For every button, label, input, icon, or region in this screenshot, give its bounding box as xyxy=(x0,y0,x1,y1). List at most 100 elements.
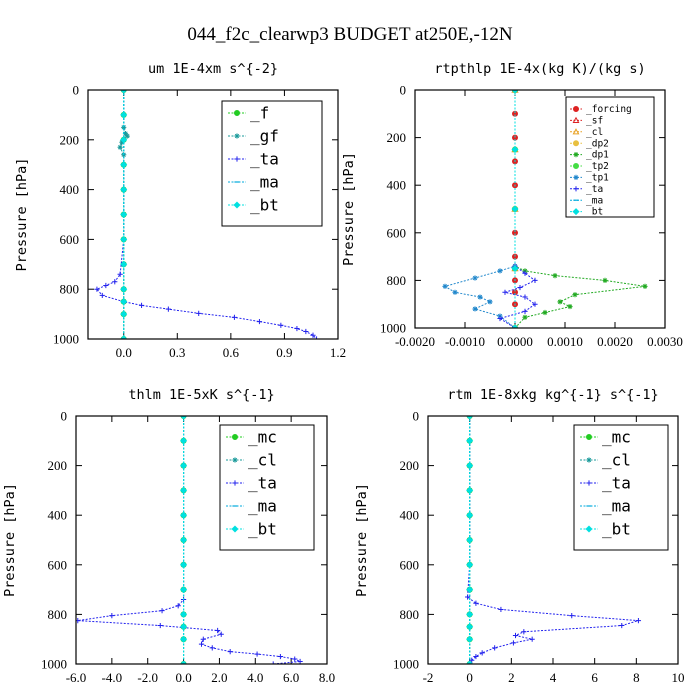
y-tick-label: 800 xyxy=(48,607,68,622)
legend-marker xyxy=(586,433,593,440)
legend-label: _f xyxy=(250,103,269,122)
y-tick-label: 400 xyxy=(400,508,420,523)
panel-title: rtpthlp 1E-4x(kg K)/(kg s) xyxy=(434,61,645,77)
series-ta-point xyxy=(297,658,303,664)
series-ta-point xyxy=(227,649,233,655)
series-group xyxy=(464,416,642,664)
series-group xyxy=(442,90,648,328)
series-ta-point xyxy=(231,314,238,320)
legend-label: _ta xyxy=(586,184,603,195)
legend-marker xyxy=(234,133,240,139)
x-tick-label: 2.0 xyxy=(211,670,227,685)
legend-label: _bt xyxy=(586,207,603,218)
series-ta-point xyxy=(99,292,105,299)
legend-label: _ma xyxy=(602,496,631,515)
series-dp1-point xyxy=(557,299,563,305)
y-tick-label: 0 xyxy=(61,409,68,424)
x-tick-label: 4.0 xyxy=(247,670,263,685)
series-bt-point xyxy=(180,416,188,420)
y-tick-label: 400 xyxy=(60,182,80,197)
legend: _mc _cl _ta _ma _bt xyxy=(219,424,315,551)
series-ta-point xyxy=(256,318,263,325)
series-bt-point xyxy=(120,260,128,268)
series-ta-point xyxy=(521,629,527,635)
legend-marker xyxy=(585,525,593,533)
chart-panel-2: rtpthlp 1E-4x(kg K)/(kg s) Pressure [hPa]… xyxy=(341,61,683,349)
plot-frame xyxy=(75,415,328,665)
legend-label: _bt xyxy=(602,519,631,538)
series-gf-point xyxy=(124,133,130,139)
series-bt-point xyxy=(466,635,474,643)
series-bt-point xyxy=(120,298,128,306)
x-tick-label: -0.0020 xyxy=(395,334,435,349)
series-bt-point xyxy=(511,90,519,94)
series-dp1-point xyxy=(572,292,578,298)
series-dp1-point xyxy=(552,273,558,279)
series-bt-point xyxy=(120,111,128,119)
series-gf-point xyxy=(117,144,123,150)
legend-label: _bt xyxy=(250,195,279,214)
legend-marker xyxy=(234,156,240,162)
legend-label: _mc xyxy=(248,427,277,446)
y-tick-label: 800 xyxy=(400,607,420,622)
series-ta-point xyxy=(498,606,504,613)
x-tick-label: 4 xyxy=(550,670,557,685)
chart-panel-3: thlm 1E-5xK s^{-1} Pressure [hPa] -6.0 -4.0… xyxy=(2,387,335,685)
x-tick-label: 0.0020 xyxy=(597,334,633,349)
x-tick-label: 0 xyxy=(466,670,473,685)
y-tick-label: 200 xyxy=(400,458,420,473)
series-ta-point xyxy=(292,656,298,662)
series-ta-point xyxy=(159,608,165,614)
panel-title: rtm 1E-8xkg kg^{-1} s^{-1} xyxy=(447,387,658,403)
legend-marker xyxy=(586,480,592,486)
panel-title: um 1E-4xm s^{-2} xyxy=(148,61,278,77)
series-tp1-point xyxy=(472,275,478,281)
y-tick-label: 0 xyxy=(73,83,80,98)
series-bt-point xyxy=(180,437,188,445)
x-tick-label: 6.0 xyxy=(283,670,299,685)
series-bt-point xyxy=(180,486,188,494)
series-bt-point xyxy=(466,610,474,618)
chart-panel-4: rtm 1E-8xkg kg^{-1} s^{-1} Pressure [hPa]… xyxy=(354,387,685,685)
legend-label: _ma xyxy=(586,195,603,206)
series-ta-point xyxy=(522,308,528,314)
series-ta-point xyxy=(303,328,309,335)
series-dp1-point xyxy=(567,303,573,310)
legend-label: _dp1 xyxy=(586,150,609,161)
series-dp1-point xyxy=(642,283,648,289)
legend-marker xyxy=(231,433,238,440)
y-tick-label: 0 xyxy=(413,409,420,424)
y-tick-label: 600 xyxy=(48,557,68,572)
legend-marker xyxy=(573,162,580,169)
series-bt-point xyxy=(180,462,188,470)
legend-label: _ta xyxy=(248,473,277,492)
series-bt-point xyxy=(511,324,519,328)
series-ta-point xyxy=(522,294,528,300)
y-tick-label: 1000 xyxy=(53,332,79,347)
x-tick-label: 0.0 xyxy=(116,345,132,360)
y-tick-label: 200 xyxy=(60,132,80,147)
series-bt-point xyxy=(466,586,474,594)
legend-marker xyxy=(572,128,580,135)
x-tick-label: 0.0030 xyxy=(647,334,683,349)
legend-label: _ma xyxy=(250,172,279,191)
series-ta-point xyxy=(198,641,205,647)
legend-label: _bt xyxy=(248,519,277,538)
x-tick-label: -2 xyxy=(423,670,434,685)
legend-marker xyxy=(573,152,579,158)
series-ta-point xyxy=(510,640,517,646)
series-bt-point xyxy=(120,285,128,293)
series-group xyxy=(94,90,320,339)
legend-marker xyxy=(573,140,580,147)
series-bt-point xyxy=(511,205,519,213)
legend: _forcing_sf_cl_dp2_dp1_tp2_tp1_ta_ma_bt xyxy=(565,96,655,218)
series-ta-point xyxy=(492,645,498,651)
series-ta-point xyxy=(165,306,171,312)
series-dp1-point xyxy=(602,277,608,283)
series-tp1-point xyxy=(497,268,503,274)
y-tick-label: 400 xyxy=(48,508,68,523)
legend-label: _sf xyxy=(586,116,603,127)
legend-marker xyxy=(586,457,592,463)
plot-frame xyxy=(87,89,339,340)
